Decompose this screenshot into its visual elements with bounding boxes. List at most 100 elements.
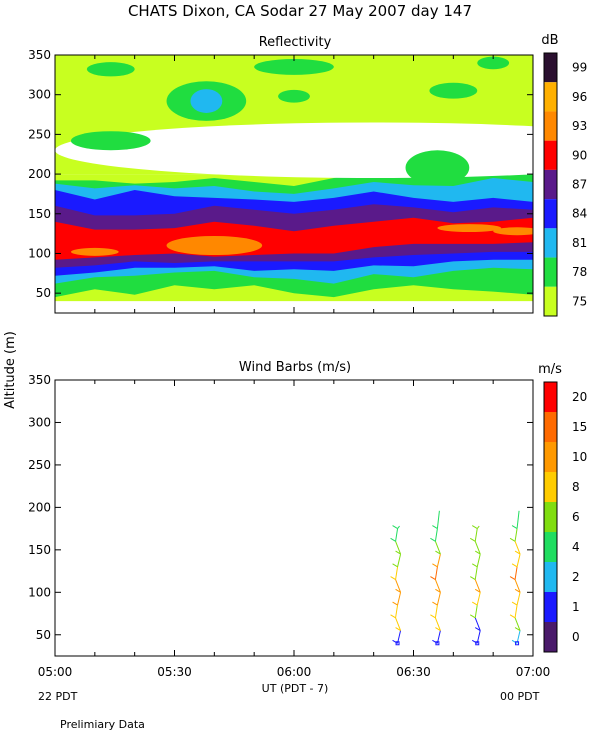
reflectivity-ytick-label: 150 <box>28 207 51 221</box>
x-start-label: 22 PDT <box>38 690 78 703</box>
reflectivity-colorbar-swatch <box>544 199 557 229</box>
windbarb-colorbar-swatch <box>544 472 557 502</box>
windbarb-xtick-label: 06:30 <box>396 665 431 679</box>
reflectivity-patch-10 <box>166 235 263 256</box>
wind-barb-shaft <box>434 566 438 580</box>
wind-barb-flag <box>435 588 441 593</box>
windbarb-colorbar-swatch <box>544 622 557 652</box>
wind-barb-flag <box>514 550 521 555</box>
x-end-label: 00 PDT <box>500 690 540 703</box>
windbarb-colorbar-label: 0 <box>572 630 580 644</box>
reflectivity-ytick-label: 100 <box>28 246 51 260</box>
reflectivity-colorbar-label: 93 <box>572 119 587 133</box>
wind-barb-shaft <box>395 579 402 593</box>
wind-barb-flag <box>392 563 398 568</box>
reflectivity-colorbar-swatch <box>544 53 557 83</box>
wind-barb-shaft <box>476 525 480 529</box>
windbarb-colorbar-frame <box>543 381 558 653</box>
windbarb-xtick-label: 05:30 <box>157 665 192 679</box>
wind-barb-shaft <box>516 592 521 606</box>
reflectivity-title: Reflectivity <box>259 35 332 50</box>
wind-barb-shaft <box>474 566 478 580</box>
wind-barb-shaft <box>434 617 441 631</box>
wind-barb-shaft <box>474 617 481 631</box>
wind-barb-shaft <box>397 553 402 567</box>
windbarb-ytick-label: 350 <box>28 373 51 387</box>
windbarb-unit: m/s <box>538 362 562 377</box>
windbarb-colorbar-label: 15 <box>572 420 587 434</box>
wind-barb-flag <box>395 627 401 631</box>
wind-barb-flag <box>392 525 398 530</box>
reflectivity-colorbar: 99 96 93 90 87 84 81 78 75 <box>543 52 587 317</box>
wind-barb-shaft <box>474 579 481 593</box>
reflectivity-patch-12 <box>437 224 502 233</box>
reflectivity-colorbar-swatch <box>544 228 557 258</box>
wind-barb-flag <box>471 563 478 568</box>
wind-barb-flag <box>511 563 518 568</box>
windbarb-colorbar-label: 1 <box>572 600 580 614</box>
reflectivity-colorbar-frame <box>543 52 558 317</box>
reflectivity-colorbar-label: 81 <box>572 236 587 250</box>
wind-barb-flag <box>509 614 516 619</box>
reflectivity-unit: dB <box>541 33 558 48</box>
reflectivity-patch-6 <box>278 89 310 103</box>
wind-barb-flag <box>430 537 436 542</box>
windbarb-colorbar-swatch <box>544 442 557 472</box>
wind-barb-flag <box>435 627 441 631</box>
windbarb-colorbar-label: 6 <box>572 510 580 524</box>
windbarb-colorbar-swatch <box>544 532 557 562</box>
reflectivity-colorbar-label: 78 <box>572 265 587 279</box>
windbarb-colorbar-label: 10 <box>572 450 587 464</box>
wind-barb-flag <box>390 576 396 580</box>
wind-barb-flag <box>469 576 476 580</box>
wind-barb-flag <box>511 601 518 606</box>
wind-barb-flag <box>471 639 478 644</box>
wind-barb-shaft <box>397 630 402 644</box>
reflectivity-patch-13 <box>493 227 533 236</box>
windbarb-ytick-label: 300 <box>28 415 51 429</box>
wind-barb-base <box>435 641 440 646</box>
figure-title: CHATS Dixon, CA Sodar 27 May 2007 day 14… <box>128 2 472 20</box>
windbarb-colorbar-swatch <box>544 502 557 532</box>
wind-barb-shaft <box>514 566 518 580</box>
wind-barb-shaft <box>476 553 481 567</box>
reflectivity-colorbar-swatch <box>544 140 557 170</box>
reflectivity-colorbar-label: 96 <box>572 90 587 104</box>
windbarb-colorbar-swatch <box>544 412 557 442</box>
reflectivity-patch-3 <box>190 89 223 113</box>
wind-barb-flag <box>432 601 438 606</box>
reflectivity-patch-7 <box>429 82 478 99</box>
reflectivity-colorbar-swatch <box>544 111 557 141</box>
wind-barb-flag <box>432 525 438 530</box>
reflectivity-colorbar-swatch <box>544 257 557 287</box>
wind-barb-flag <box>469 537 476 542</box>
windbarb-title: Wind Barbs (m/s) <box>239 360 351 375</box>
windbarb-ytick-label: 150 <box>28 543 51 557</box>
wind-barb-shaft <box>514 541 521 555</box>
wind-barb-shaft <box>514 579 521 593</box>
reflectivity-colorbar-label: 87 <box>572 178 587 192</box>
windbarb-frame <box>54 379 534 657</box>
wind-barb-flag <box>469 614 476 619</box>
wind-barb-shaft <box>436 630 441 644</box>
windbarb-colorbar-swatch <box>544 592 557 622</box>
reflectivity-patch-4 <box>254 58 334 75</box>
wind-barb-shaft <box>397 525 400 529</box>
wind-barb-base <box>475 641 480 646</box>
reflectivity-patch-5 <box>70 131 151 151</box>
windbarb-colorbar-label: 8 <box>572 480 580 494</box>
wind-barb-flag <box>509 576 516 580</box>
wind-barb-flag <box>395 550 401 555</box>
wind-barb-flag <box>392 601 398 606</box>
wind-barb-flag <box>471 601 478 606</box>
wind-barb-flag <box>511 639 518 644</box>
wind-barb-base <box>515 641 520 646</box>
reflectivity-colorbar-label: 84 <box>572 207 587 221</box>
wind-barb-shaft <box>395 541 402 555</box>
windbarb-colorbar-label: 20 <box>572 390 587 404</box>
wind-barb-shaft <box>474 528 478 542</box>
wind-barb-flag <box>474 588 481 593</box>
wind-barb-shaft <box>516 553 521 567</box>
wind-barb-flag <box>435 550 441 555</box>
